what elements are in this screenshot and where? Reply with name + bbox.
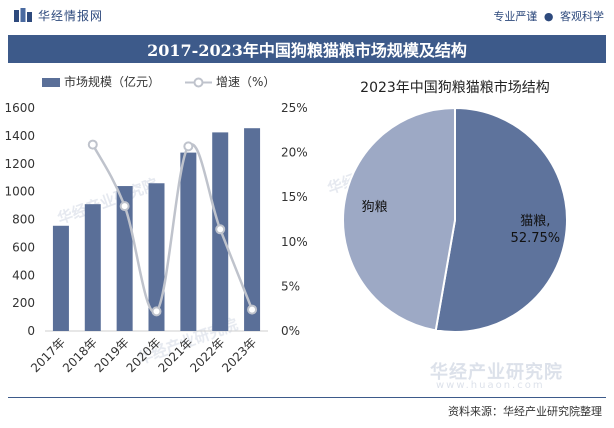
slogan-right: 客观科学 xyxy=(560,10,604,23)
legend-line-label: 增速（%） xyxy=(216,75,275,89)
pie-chart: 猫粮, 52.75% 狗粮 xyxy=(342,106,568,333)
bar-series xyxy=(52,128,261,331)
left-axis-tick-label: 1200 xyxy=(4,157,35,171)
growth-point xyxy=(247,304,258,315)
legend-bar-swatch xyxy=(42,78,60,87)
x-axis-tick-label: 2017年 xyxy=(28,335,68,375)
chart-canvas: 华经产业研究院 华经产业研究院 华经产业研究院 市场规模（亿元） 增速（%） 0… xyxy=(4,74,568,375)
bar xyxy=(148,183,165,331)
left-axis-tick-label: 200 xyxy=(12,296,35,310)
brand: 华经情报网 xyxy=(14,7,103,23)
legend-bar-label: 市场规模（亿元） xyxy=(64,74,160,89)
top-bar: 华经情报网 专业严谨 ● 客观科学 xyxy=(0,0,614,30)
brand-name: 华经情报网 xyxy=(38,8,104,23)
right-axis-tick-label: 20% xyxy=(281,146,308,160)
slogan-dot: ● xyxy=(543,10,554,23)
bar xyxy=(52,225,69,331)
left-axis-tick-label: 600 xyxy=(12,240,35,254)
growth-point xyxy=(151,306,162,317)
pie-slice xyxy=(434,106,568,333)
left-axis-tick-label: 0 xyxy=(27,324,35,338)
right-axis-tick-label: 25% xyxy=(281,101,308,115)
left-axis-tick-label: 1400 xyxy=(4,129,35,143)
bar xyxy=(84,204,101,331)
left-axis-tick-label: 800 xyxy=(12,213,35,227)
watermark-brand: 华经产业研究院 xyxy=(430,362,563,383)
source-label: 资料来源： xyxy=(448,405,503,418)
pie-slice-label: 狗粮 xyxy=(362,200,388,215)
slogan: 专业严谨 ● 客观科学 xyxy=(493,8,604,24)
left-axis-tick-label: 1600 xyxy=(4,101,35,115)
growth-line-series xyxy=(87,139,258,317)
page-title: 2017-2023年中国狗粮猫粮市场规模及结构 xyxy=(147,41,467,60)
footer-divider xyxy=(8,397,606,398)
x-axis-tick-label: 2023年 xyxy=(219,335,259,375)
title-bar: 2017-2023年中国狗粮猫粮市场规模及结构 xyxy=(8,35,606,63)
source-text: 华经产业研究院整理 xyxy=(503,405,602,418)
bar xyxy=(180,152,197,331)
x-axis-tick-label: 2019年 xyxy=(92,335,132,375)
right-axis-tick-label: 10% xyxy=(281,235,308,249)
left-axis-tick-label: 400 xyxy=(12,268,35,282)
brand-logo-icon xyxy=(14,8,32,22)
right-axis-tick-label: 0% xyxy=(281,324,300,338)
watermark-text-1: 华经产业研究院 xyxy=(55,175,160,228)
watermark-url: www.huaon.com xyxy=(436,380,545,391)
right-axis-tick-label: 5% xyxy=(281,279,300,293)
pie-title: 2023年中国狗粮猫粮市场结构 xyxy=(360,79,550,96)
growth-point xyxy=(183,141,194,152)
pie-slice xyxy=(342,106,456,332)
source-note: 资料来源：华经产业研究院整理 xyxy=(448,403,602,419)
right-axis-tick-label: 15% xyxy=(281,190,308,204)
legend-line-marker xyxy=(193,77,204,88)
slogan-left: 专业严谨 xyxy=(493,10,538,23)
right-axis: 0% 5% 10% 15% 20% 25% xyxy=(281,101,308,338)
left-axis: 0 200 400 600 800 1000 1200 1400 1600 xyxy=(4,101,268,338)
growth-point xyxy=(215,224,226,235)
pie-slice-label: 猫粮, xyxy=(520,214,550,229)
pie-slice-value: 52.75% xyxy=(511,231,561,246)
growth-point xyxy=(119,201,130,212)
growth-point xyxy=(87,139,98,150)
legend: 市场规模（亿元） 增速（%） xyxy=(42,74,275,89)
x-axis-tick-label: 2018年 xyxy=(60,335,100,375)
left-axis-tick-label: 1000 xyxy=(4,185,35,199)
bar xyxy=(244,128,261,331)
